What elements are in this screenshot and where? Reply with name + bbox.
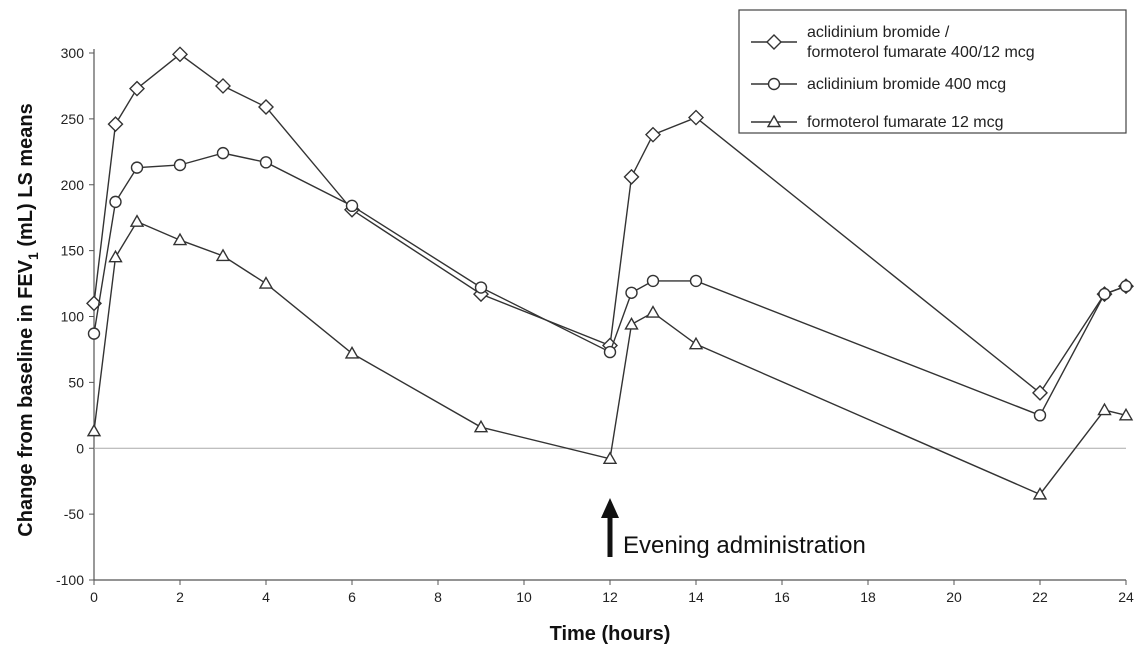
- legend-marker-circle: [767, 77, 781, 91]
- x-tick-label: 0: [90, 589, 98, 605]
- legend: aclidinium bromide / formoterol fumarate …: [738, 9, 1127, 134]
- x-tick-label: 16: [774, 589, 790, 605]
- x-tick-label: 24: [1118, 589, 1134, 605]
- legend-label: aclidinium bromide 400 mcg: [807, 76, 1006, 93]
- y-tick-label: 150: [61, 243, 85, 259]
- x-tick-label: 8: [434, 589, 442, 605]
- x-tick-label: 6: [348, 589, 356, 605]
- data-point-diamond: [645, 126, 661, 143]
- data-point-triangle: [645, 305, 661, 318]
- data-point-circle: [646, 274, 660, 288]
- data-point-diamond: [107, 116, 124, 133]
- y-tick-label: 100: [61, 309, 85, 325]
- y-tick-label: 300: [61, 45, 85, 61]
- data-point-triangle: [129, 214, 145, 227]
- x-axis-title: Time (hours): [550, 623, 671, 645]
- data-point-triangle: [258, 276, 274, 289]
- data-point-triangle: [172, 232, 188, 246]
- y-tick-label: 0: [76, 440, 84, 456]
- data-point-diamond: [688, 109, 704, 126]
- data-point-circle: [1119, 279, 1133, 293]
- series-circle: [87, 146, 1133, 422]
- data-point-diamond: [1032, 384, 1048, 401]
- data-point-circle: [625, 286, 638, 299]
- legend-marker-triangle: [766, 114, 782, 128]
- legend-marker-diamond: [766, 34, 782, 50]
- data-point-triangle: [602, 451, 618, 464]
- x-tick-label: 4: [262, 589, 270, 605]
- data-point-triangle: [688, 336, 704, 350]
- data-point-diamond: [172, 46, 188, 63]
- series-triangle: [86, 214, 1134, 500]
- data-point-diamond: [258, 99, 274, 116]
- data-point-circle: [689, 274, 703, 288]
- x-tick-label: 22: [1032, 589, 1048, 605]
- data-point-triangle: [1032, 486, 1048, 500]
- x-tick-label: 18: [860, 589, 876, 605]
- data-point-triangle: [215, 248, 231, 262]
- legend-item: aclidinium bromide / formoterol fumarate …: [751, 24, 1035, 61]
- data-point-triangle: [86, 423, 102, 437]
- y-tick-label: 250: [61, 111, 85, 127]
- x-tick-label: 12: [602, 589, 618, 605]
- series-line-circle: [93, 152, 1127, 417]
- annotation-text: Evening administration: [623, 532, 866, 559]
- data-point-circle: [1098, 287, 1111, 301]
- data-point-triangle: [108, 249, 123, 263]
- legend-label: aclidinium bromide /: [807, 24, 950, 41]
- y-tick-label: 50: [68, 374, 84, 390]
- data-point-circle: [173, 158, 187, 172]
- data-point-diamond: [623, 168, 640, 185]
- legend-item: aclidinium bromide 400 mcg: [751, 76, 1006, 93]
- data-point-triangle: [1118, 407, 1134, 421]
- annotation-arrow-head: [601, 498, 619, 518]
- legend-item: formoterol fumarate 12 mcg: [751, 114, 1004, 131]
- data-point-circle: [259, 156, 273, 169]
- data-point-diamond: [215, 77, 231, 94]
- x-tick-label: 10: [516, 589, 532, 605]
- data-point-circle: [603, 345, 617, 359]
- legend-label: formoterol fumarate 12 mcg: [807, 114, 1004, 131]
- y-axis-title: Change from baseline in FEV1 (mL) LS mea…: [15, 103, 41, 536]
- legend-label: formoterol fumarate 400/12 mcg: [807, 44, 1035, 61]
- data-point-circle: [474, 281, 488, 294]
- y-tick-label: -100: [56, 572, 84, 588]
- series-layer: [86, 46, 1134, 500]
- x-tick-label: 2: [176, 589, 184, 605]
- x-tick-label: 14: [688, 589, 704, 605]
- data-point-circle: [109, 195, 122, 209]
- data-point-triangle: [344, 345, 360, 359]
- x-tick-label: 20: [946, 589, 962, 605]
- data-point-circle: [87, 327, 101, 340]
- y-tick-label: -50: [64, 506, 84, 522]
- data-point-circle: [130, 161, 144, 174]
- annotation: Evening administration: [601, 498, 866, 559]
- data-point-circle: [216, 146, 230, 160]
- data-point-circle: [1033, 409, 1047, 422]
- y-tick-label: 200: [61, 177, 85, 193]
- data-point-circle: [345, 199, 359, 213]
- data-point-triangle: [473, 419, 489, 433]
- data-point-triangle: [624, 316, 639, 330]
- data-point-triangle: [1097, 402, 1112, 416]
- legend-box: [738, 9, 1127, 134]
- data-point-diamond: [129, 80, 145, 97]
